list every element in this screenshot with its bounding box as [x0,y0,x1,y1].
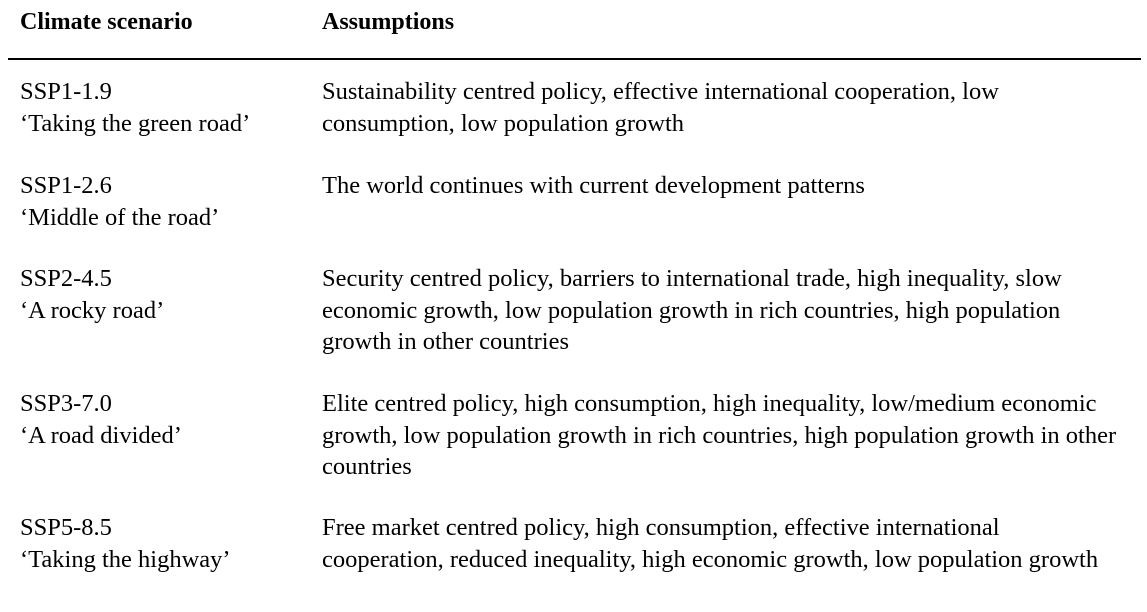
header-assumptions: Assumptions [322,9,455,35]
scenario-name: ‘Taking the highway’ [20,545,231,573]
scenario-cell: SSP1-2.6 ‘Middle of the road’ [20,170,310,233]
assumptions-cell: Security centred policy, barriers to int… [322,265,1062,355]
scenario-name: ‘Taking the green road’ [20,109,251,137]
scenario-cell: SSP2-4.5 ‘A rocky road’ [20,263,310,326]
assumptions-cell: Elite centred policy, high consumption, … [322,390,1117,480]
scenario-name: ‘Middle of the road’ [20,203,220,231]
assumptions-cell: Free market centred policy, high consump… [322,514,1099,573]
scenario-code: SSP3-7.0 [20,390,112,417]
scenario-code: SSP1-2.6 [20,172,112,199]
scenario-cell: SSP3-7.0 ‘A road divided’ [20,388,310,451]
scenario-cell: SSP5-8.5 ‘Taking the highway’ [20,512,310,575]
scenario-code: SSP1-1.9 [20,78,112,105]
header-divider [8,58,1141,60]
table-header: Climate scenario Assumptions [0,0,1147,46]
scenario-name: ‘A road divided’ [20,421,182,449]
scenario-code: SSP5-8.5 [20,514,112,541]
assumptions-cell: Sustainability centred policy, effective… [322,78,999,137]
assumptions-cell: The world continues with current develop… [322,172,865,199]
scenario-code: SSP2-4.5 [20,265,112,292]
scenario-cell: SSP1-1.9 ‘Taking the green road’ [20,76,310,139]
header-climate-scenario: Climate scenario [20,9,193,35]
scenario-name: ‘A rocky road’ [20,296,165,324]
